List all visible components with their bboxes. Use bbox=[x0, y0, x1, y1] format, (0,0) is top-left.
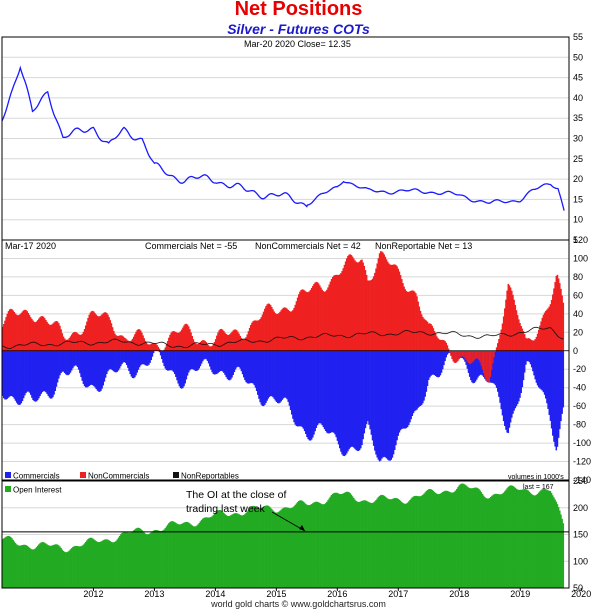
last-label: last = 167 bbox=[523, 484, 554, 491]
oi-tick-label: 50 bbox=[573, 583, 583, 593]
nonreportables-line bbox=[2, 326, 564, 350]
cot-tick-label: 120 bbox=[573, 235, 588, 245]
cot-header: Commercials Net = -55 bbox=[145, 241, 237, 251]
price-header: Mar-20 2020 Close= 12.35 bbox=[244, 39, 351, 49]
cot-tick-label: -140 bbox=[573, 475, 591, 485]
cot-tick-label: 20 bbox=[573, 327, 583, 337]
price-tick-label: 40 bbox=[573, 93, 583, 103]
legend-swatch bbox=[173, 472, 179, 478]
oi-panel-frame bbox=[1, 480, 570, 589]
cot-header: NonCommercials Net = 42 bbox=[255, 241, 361, 251]
x-tick-label: 2018 bbox=[449, 589, 469, 599]
cot-tick-label: -80 bbox=[573, 420, 586, 430]
x-tick-label: 2015 bbox=[266, 589, 286, 599]
price-tick-label: 15 bbox=[573, 194, 583, 204]
oi-legend-swatch bbox=[5, 486, 11, 492]
price-tick-label: 45 bbox=[573, 73, 583, 83]
price-line bbox=[1, 65, 565, 211]
oi-tick-label: 250 bbox=[573, 476, 588, 486]
x-tick-label: 2013 bbox=[144, 589, 164, 599]
x-tick-label: 2019 bbox=[510, 589, 530, 599]
price-tick-label: 30 bbox=[573, 134, 583, 144]
x-tick-label: 2012 bbox=[83, 589, 103, 599]
price-tick-label: 20 bbox=[573, 174, 583, 184]
chart-title: Net Positions bbox=[234, 0, 363, 20]
x-tick-label: 2017 bbox=[388, 589, 408, 599]
x-tick-label: 2016 bbox=[327, 589, 347, 599]
cot-tick-label: 0 bbox=[573, 346, 578, 356]
cot-header: NonReportable Net = 13 bbox=[375, 241, 472, 251]
price-tick-label: 5 bbox=[573, 235, 578, 245]
cot-tick-label: -100 bbox=[573, 438, 591, 448]
legend-label: Commercials bbox=[13, 472, 60, 481]
x-tick-label: 2014 bbox=[205, 589, 225, 599]
x-tick-label: 2020 bbox=[571, 589, 591, 599]
volumes-note: volumes in 1000's bbox=[508, 474, 564, 481]
marks-layer bbox=[1, 65, 569, 588]
cot-tick-label: -120 bbox=[573, 457, 591, 467]
legend-label: NonReportables bbox=[181, 472, 239, 481]
cot-tick-label: 80 bbox=[573, 272, 583, 282]
legend-swatch bbox=[80, 472, 86, 478]
price-tick-label: 50 bbox=[573, 52, 583, 62]
cot-tick-label: 40 bbox=[573, 309, 583, 319]
cot-tick-label: -60 bbox=[573, 401, 586, 411]
legend-swatch bbox=[5, 472, 11, 478]
oi-tick-label: 150 bbox=[573, 530, 588, 540]
cot-date-label: Mar-17 2020 bbox=[5, 241, 56, 251]
cot-tick-label: 60 bbox=[573, 290, 583, 300]
legend-label: NonCommercials bbox=[88, 472, 149, 481]
chart-subtitle: Silver - Futures COTs bbox=[227, 21, 370, 37]
oi-tick-label: 100 bbox=[573, 556, 588, 566]
cot-tick-label: -40 bbox=[573, 383, 586, 393]
panel-frames bbox=[1, 36, 570, 589]
oi-legend-label: Open Interest bbox=[13, 486, 62, 495]
price-tick-label: 25 bbox=[573, 154, 583, 164]
price-tick-label: 10 bbox=[573, 215, 583, 225]
oi-annotation-line2: trading last week bbox=[186, 503, 266, 515]
cot-panel-frame bbox=[1, 239, 570, 481]
oi-annotation-arrowhead bbox=[299, 525, 305, 531]
price-tick-label: 55 bbox=[573, 32, 583, 42]
oi-tick-label: 200 bbox=[573, 503, 588, 513]
footer-credit: world gold charts © www.goldchartsrus.co… bbox=[211, 599, 386, 609]
cot-tick-label: -20 bbox=[573, 364, 586, 374]
labels-layer: 5 10 15 20 25 30 35 40 45 50 55 Mar-20 2020 Close= … bbox=[5, 32, 591, 599]
cot-tick-label: 100 bbox=[573, 253, 588, 263]
oi-annotation-arrow bbox=[271, 511, 306, 532]
price-tick-label: 35 bbox=[573, 113, 583, 123]
oi-annotation-line1: The OI at the close of bbox=[186, 489, 286, 501]
